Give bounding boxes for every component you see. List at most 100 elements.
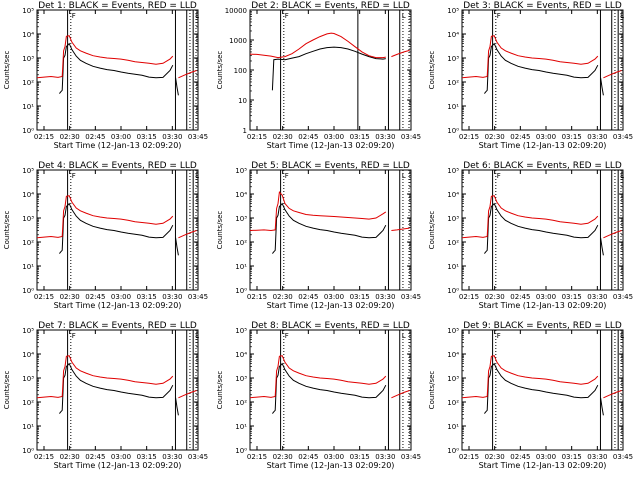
y-tick-label: 100 [234,67,247,75]
series-line-events [484,202,599,254]
marker-l: L [195,12,199,20]
x-tick-label: 03:15 [137,133,157,141]
y-tick-label: 10⁵ [447,167,459,175]
plot-frame [36,9,199,131]
x-axis-label: Start Time (12-Jan-13 02:09:20) [479,461,607,470]
y-tick-label: 10⁵ [235,327,247,335]
y-tick-label: 10² [22,239,34,247]
x-axis-label: Start Time (12-Jan-13 02:09:20) [54,141,182,150]
y-tick-label: 1 [243,127,247,135]
y-tick-label: 10⁵ [235,167,247,175]
marker-l: L [620,12,624,20]
x-tick-label: 03:30 [162,133,182,141]
plot-frame [461,169,624,291]
y-tick-label: 10⁴ [447,31,459,39]
x-tick-label: 03:45 [401,293,421,301]
x-axis-label: Start Time (12-Jan-13 02:09:20) [267,141,395,150]
y-axis-label: Counts/sec [216,51,224,90]
x-tick-label: 03:45 [188,453,208,461]
x-tick-label: 02:45 [85,453,105,461]
series-line-events [59,202,174,254]
y-tick-label: 10000 [225,7,247,15]
series-line-events [600,77,604,96]
x-tick-label: 03:45 [188,293,208,301]
series-line-lld [462,355,599,399]
series-line-events [59,42,174,94]
y-tick-label: 10³ [447,375,459,383]
panel-det-1: Det 1: BLACK = Events, RED = LLD 10⁰ 10¹ 10… [3,1,208,150]
y-tick-label: 10¹ [235,423,247,431]
marker-l: L [620,172,624,180]
y-tick-label: 10³ [22,375,34,383]
y-tick-label: 10³ [22,55,34,63]
series-line-lld [603,390,622,399]
y-tick-label: 10⁵ [447,7,459,15]
x-tick-label: 03:30 [162,453,182,461]
series-line-events [484,362,599,414]
x-tick-label: 02:30 [273,453,293,461]
y-tick-label: 10⁵ [22,327,34,335]
x-tick-label: 02:45 [510,133,530,141]
panel-det-3: Det 3: BLACK = Events, RED = LLD 10⁰ 10¹ 10… [428,1,633,150]
x-tick-label: 03:15 [137,453,157,461]
marker-f: F [285,332,289,340]
y-tick-label: 10⁴ [235,351,247,359]
panel-title: Det 7: BLACK = Events, RED = LLD [38,321,197,331]
y-tick-label: 10⁴ [22,191,34,199]
series-line-lld [391,49,410,58]
series-line-events [272,202,387,254]
x-tick-label: 02:45 [510,293,530,301]
panel-det-7: Det 7: BLACK = Events, RED = LLD 10⁰ 10¹ 10… [3,321,208,470]
x-tick-label: 02:45 [510,453,530,461]
series-line-lld [250,355,387,399]
y-tick-label: 10¹ [447,103,459,111]
x-axis-label: Start Time (12-Jan-13 02:09:20) [479,141,607,150]
x-tick-label: 02:45 [298,453,318,461]
series-line-events [600,237,604,256]
x-tick-label: 03:30 [587,453,607,461]
marker-f: F [285,172,289,180]
series-line-lld [391,390,410,399]
x-tick-label: 03:30 [375,453,395,461]
y-tick-label: 10⁴ [22,351,34,359]
series-line-lld [37,35,174,79]
x-tick-label: 03:45 [613,293,633,301]
x-tick-label: 02:30 [273,133,293,141]
panel-title: Det 9: BLACK = Events, RED = LLD [463,321,622,331]
y-tick-label: 10⁴ [447,191,459,199]
panel-det-5: Det 5: BLACK = Events, RED = LLD 10⁰ 10¹ 10… [216,161,421,310]
plot-frame [249,9,412,131]
x-tick-label: 03:15 [350,133,370,141]
x-axis-label: Start Time (12-Jan-13 02:09:20) [479,301,607,310]
y-tick-label: 10² [447,79,459,87]
series-line-lld [37,195,174,239]
series-line-lld [391,227,410,231]
x-tick-label: 02:30 [60,293,80,301]
x-tick-label: 03:00 [324,453,344,461]
x-tick-label: 02:15 [459,293,479,301]
series-line-lld [178,230,197,239]
y-tick-label: 10⁰ [235,447,247,455]
x-tick-label: 03:45 [401,133,421,141]
y-tick-label: 10² [22,79,34,87]
x-tick-label: 02:15 [34,293,54,301]
series-line-events [175,237,179,256]
y-tick-label: 10⁴ [22,31,34,39]
series-line-lld [178,390,197,399]
y-tick-label: 10² [235,399,247,407]
series-line-lld [603,70,622,79]
plot-frame [461,9,624,131]
y-tick-label: 10⁵ [22,167,34,175]
x-tick-label: 02:30 [485,133,505,141]
y-tick-label: 10³ [235,375,247,383]
x-tick-label: 03:15 [137,293,157,301]
x-tick-label: 03:30 [375,293,395,301]
marker-l: L [402,172,406,180]
y-tick-label: 10⁴ [447,351,459,359]
series-line-events [59,362,174,414]
x-tick-label: 02:45 [85,293,105,301]
y-axis-label: Counts/sec [3,211,11,250]
x-tick-label: 02:45 [85,133,105,141]
